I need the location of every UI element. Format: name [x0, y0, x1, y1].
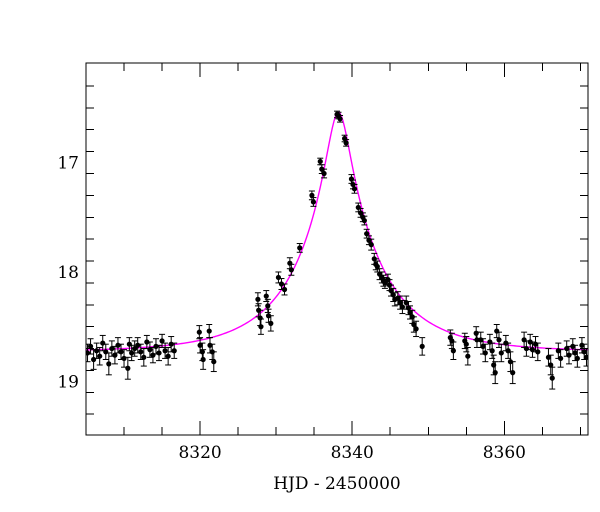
data-point — [492, 361, 499, 385]
data-point — [343, 139, 350, 147]
data-point — [96, 346, 103, 366]
data-point — [547, 354, 554, 376]
data-point — [399, 299, 406, 315]
x-tick-label: 8360 — [483, 443, 526, 463]
data-point — [267, 315, 274, 332]
data-point — [574, 349, 581, 368]
data-point — [482, 343, 489, 363]
photometry-points — [86, 110, 588, 390]
x-tick-label: 8320 — [178, 443, 221, 463]
data-point — [200, 349, 207, 370]
data-point — [131, 340, 138, 357]
data-point — [413, 320, 420, 338]
data-point — [545, 348, 552, 367]
data-point — [281, 283, 288, 296]
data-point — [124, 356, 131, 380]
data-point — [557, 349, 564, 368]
data-point — [264, 298, 271, 313]
data-point — [210, 351, 217, 373]
data-point — [381, 276, 388, 289]
data-point — [394, 291, 401, 306]
axis-ticks — [86, 63, 588, 435]
data-point — [117, 343, 124, 361]
data-point — [509, 361, 516, 385]
x-tick-label: 8340 — [331, 443, 374, 463]
data-point — [143, 334, 150, 350]
data-point — [534, 342, 541, 362]
data-point — [156, 344, 163, 362]
data-point — [368, 238, 375, 251]
data-point — [275, 271, 282, 284]
data-point — [419, 337, 426, 356]
data-point — [337, 115, 344, 123]
data-point — [171, 342, 178, 359]
data-point — [196, 325, 203, 340]
y-tick-label: 18 — [57, 263, 79, 283]
data-point — [464, 346, 471, 366]
x-axis-label: HJD - 2450000 — [273, 474, 401, 494]
data-point — [263, 290, 270, 303]
data-point — [146, 341, 153, 358]
data-point — [288, 263, 295, 276]
data-point — [257, 318, 264, 335]
data-point — [498, 343, 505, 363]
y-tick-label: 17 — [57, 154, 79, 174]
data-point — [296, 243, 303, 253]
data-point — [165, 346, 172, 366]
data-point — [351, 183, 358, 194]
data-point — [555, 342, 562, 359]
data-point — [450, 341, 457, 361]
data-point — [502, 334, 509, 352]
data-point — [361, 215, 368, 226]
plot-frame — [85, 62, 589, 436]
data-point — [549, 366, 556, 390]
data-point — [128, 344, 135, 362]
data-point — [159, 333, 166, 348]
data-point — [111, 345, 118, 365]
y-tick-label: 19 — [57, 372, 79, 392]
data-point — [463, 336, 470, 353]
data-point — [87, 338, 94, 355]
data-point — [105, 352, 112, 376]
data-point — [321, 168, 328, 179]
data-point — [310, 197, 317, 207]
data-point — [496, 331, 503, 348]
